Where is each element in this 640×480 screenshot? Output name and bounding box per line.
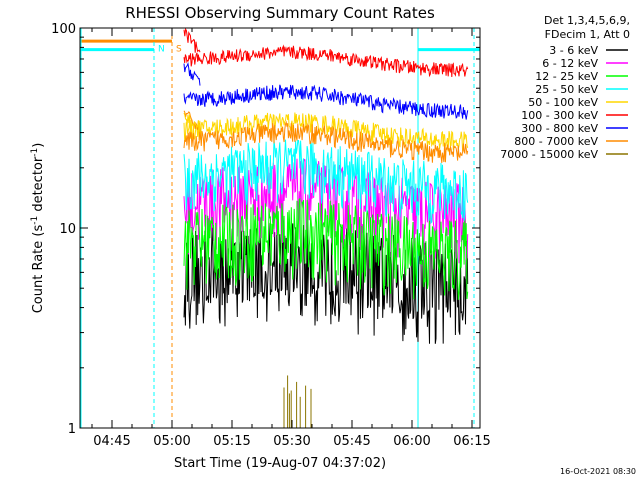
series-line — [183, 84, 469, 120]
y-axis-label-main: Count Rate (s — [31, 225, 46, 314]
legend: Det 1,3,4,5,6,9, FDecim 1, Att 0 3 - 6 k… — [500, 14, 630, 161]
series-line — [183, 112, 469, 152]
x-tick-label: 06:00 — [393, 434, 430, 449]
series-800-7000kev — [183, 120, 469, 163]
x-tick-label: 06:15 — [453, 434, 490, 449]
series-6-12kev — [183, 158, 469, 264]
flag-label-n: N — [158, 44, 165, 54]
legend-label: 3 - 6 keV — [549, 44, 598, 57]
series-startup-2 — [183, 110, 201, 131]
y-axis-label-end: ) — [31, 143, 46, 148]
series-25-50kev — [183, 139, 469, 225]
series-line — [183, 139, 469, 225]
series-7000-15000kev — [283, 375, 312, 428]
x-tick-label: 05:45 — [333, 434, 370, 449]
y-axis-label-sup2: -1 — [30, 148, 40, 157]
series-line — [183, 120, 469, 163]
x-tick-label: 05:15 — [213, 434, 250, 449]
y-axis-label: Count Rate (s-1 detector-1) — [30, 143, 46, 314]
x-tick-label: 04:45 — [93, 434, 130, 449]
y-axis-label-sup1: -1 — [30, 216, 40, 225]
legend-label: 50 - 100 keV — [528, 96, 598, 109]
x-axis: 04:45 05:00 05:15 05:30 05:45 06:00 06:15 — [91, 28, 491, 449]
series-line — [183, 197, 469, 300]
legend-label: 7000 - 15000 keV — [500, 148, 598, 161]
series-100-300kev — [183, 44, 469, 78]
y-axis: 1 10 100 — [51, 22, 480, 437]
series-3-6kev — [183, 220, 469, 344]
chart-title: RHESSI Observing Summary Count Rates — [125, 4, 435, 22]
legend-header-1: Det 1,3,4,5,6,9, — [544, 14, 630, 27]
legend-label: 800 - 7000 keV — [514, 135, 598, 148]
series-startup-3 — [183, 112, 201, 132]
series-line — [183, 44, 469, 78]
series-startup-1 — [183, 61, 201, 86]
series-line — [183, 158, 469, 264]
legend-label: 6 - 12 keV — [542, 57, 598, 70]
x-tick-label: 05:00 — [153, 434, 190, 449]
x-axis-label: Start Time (19-Aug-07 04:37:02) — [174, 456, 386, 471]
y-tick-label: 100 — [51, 22, 76, 37]
y-axis-label-mid: detector — [31, 156, 46, 216]
legend-header-2: FDecim 1, Att 0 — [545, 28, 630, 41]
series-50-100kev — [183, 112, 469, 152]
generated-timestamp: 16-Oct-2021 08:30 — [560, 467, 636, 476]
x-tick-label: 05:30 — [273, 434, 310, 449]
series-startup-0 — [183, 27, 201, 53]
legend-label: 12 - 25 keV — [535, 70, 598, 83]
y-tick-label: 10 — [59, 222, 76, 237]
series-line — [183, 220, 469, 344]
y-tick-label: 1 — [68, 422, 76, 437]
series-12-25kev — [183, 197, 469, 300]
series-300-800kev — [183, 84, 469, 120]
legend-label: 25 - 50 keV — [535, 83, 598, 96]
legend-label: 100 - 300 keV — [521, 109, 598, 122]
flag-label-s: S — [176, 44, 182, 54]
legend-label: 300 - 800 keV — [521, 122, 598, 135]
